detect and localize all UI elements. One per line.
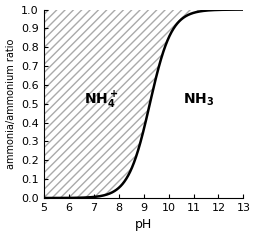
X-axis label: pH: pH	[135, 219, 152, 232]
Text: $\mathregular{NH_4^+}$: $\mathregular{NH_4^+}$	[84, 89, 118, 111]
Y-axis label: ammonia/ammonium ratio: ammonia/ammonium ratio	[6, 39, 16, 169]
Text: $\mathregular{NH_3}$: $\mathregular{NH_3}$	[183, 92, 214, 108]
